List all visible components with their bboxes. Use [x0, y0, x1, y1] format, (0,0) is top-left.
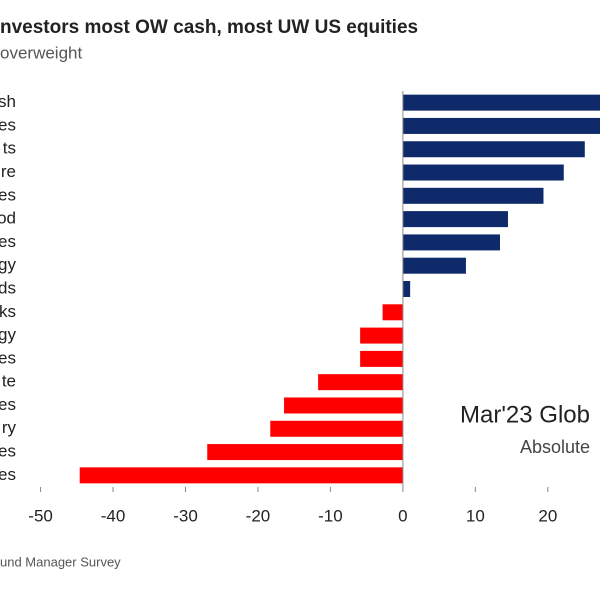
- x-tick-label: 20: [538, 506, 557, 525]
- y-tick-label: od: [0, 209, 16, 228]
- y-tick-label: es: [0, 465, 16, 484]
- y-tick-label: ks: [0, 302, 16, 321]
- bar: [360, 350, 403, 367]
- y-tick-label: gy: [0, 325, 16, 344]
- x-tick-label: -30: [173, 506, 198, 525]
- bar: [360, 327, 403, 344]
- y-tick-label: es: [0, 232, 16, 251]
- y-tick-label: es: [0, 395, 16, 414]
- chart-title: nvestors most OW cash, most UW US equiti…: [0, 17, 418, 38]
- y-tick-label: sh: [0, 92, 16, 111]
- bar: [402, 164, 564, 181]
- x-tick-label: -10: [318, 506, 343, 525]
- bar: [402, 257, 466, 274]
- y-tick-label: es: [0, 442, 16, 461]
- bar: [284, 397, 403, 414]
- bar: [402, 281, 411, 297]
- x-tick-label: -50: [28, 506, 53, 525]
- bar: [270, 420, 403, 437]
- bar: [382, 304, 403, 321]
- x-tick-label: 10: [466, 506, 485, 525]
- bar: [402, 187, 544, 204]
- bar: [79, 467, 403, 484]
- bar: [402, 117, 600, 134]
- y-tick-label: es: [0, 115, 16, 134]
- x-tick-label: -20: [246, 506, 271, 525]
- bar: [402, 141, 585, 158]
- x-tick-label: -40: [101, 506, 126, 525]
- bar: [402, 234, 500, 251]
- y-tick-label: ds: [0, 278, 16, 297]
- bar: [318, 374, 403, 391]
- annotation: Mar'23 Glob: [460, 401, 590, 428]
- annotation: Absolute: [520, 437, 590, 457]
- bar: [402, 94, 600, 111]
- x-tick-label: 0: [398, 506, 407, 525]
- source: und Manager Survey: [0, 554, 121, 569]
- y-tick-label: gy: [0, 255, 16, 274]
- y-tick-label: ts: [3, 139, 16, 158]
- y-tick-label: ry: [2, 418, 17, 437]
- y-tick-label: es: [0, 185, 16, 204]
- bar: [402, 211, 508, 228]
- chart-subtitle: overweight: [0, 43, 82, 62]
- y-tick-label: re: [1, 162, 16, 181]
- y-tick-label: es: [0, 348, 16, 367]
- bar: [207, 444, 403, 461]
- y-tick-label: te: [2, 372, 16, 391]
